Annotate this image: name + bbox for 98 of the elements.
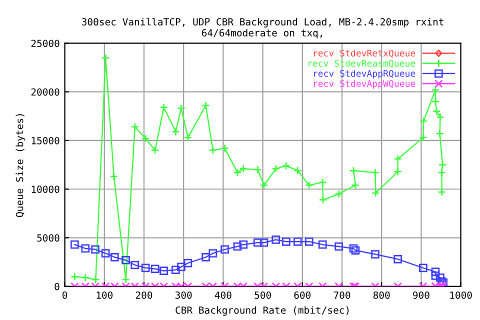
x-tick-label: 200 (136, 291, 152, 299)
point (110, 172, 118, 181)
point (394, 154, 402, 164)
point (253, 238, 262, 247)
chart-title: 300sec VanillaTCP, UDP CBR Background Load, MB-2.4.20smp rxint 64/64moderate on txq, (82, 18, 444, 38)
y-tick-label: 5000 (37, 234, 60, 242)
point (394, 167, 402, 176)
point (208, 249, 218, 258)
point (334, 242, 343, 251)
legend-label: recv StdevReasmQueue (308, 60, 416, 68)
point (91, 245, 100, 254)
point (351, 246, 360, 255)
y-tick-label: 0 (54, 282, 60, 290)
point (304, 237, 314, 246)
y-axis-title: Queue Size (bytes) (16, 114, 26, 217)
point (160, 266, 168, 275)
x-tick-label: 800 (373, 291, 390, 299)
point (260, 181, 268, 190)
point (141, 264, 150, 272)
x-tick-label: 100 (96, 291, 113, 299)
point (419, 133, 428, 142)
point (220, 144, 229, 152)
point (438, 160, 447, 169)
point (431, 268, 440, 276)
point (304, 181, 314, 190)
point (81, 273, 90, 282)
point (432, 107, 441, 116)
y-tick-label: 20000 (31, 88, 60, 96)
point (208, 146, 218, 154)
point (70, 240, 79, 249)
y-tick-label: 15000 (32, 136, 60, 144)
point (239, 240, 248, 249)
point (253, 165, 262, 174)
x-tick-label: 700 (334, 291, 350, 299)
x-tick-label: 900 (413, 291, 430, 299)
point (184, 133, 192, 142)
point (233, 242, 242, 251)
point (371, 188, 380, 198)
x-tick-label: 300 (175, 291, 192, 299)
point (172, 266, 180, 274)
point (202, 253, 210, 262)
legend-label: recv StdevAppWQueue (314, 80, 416, 89)
point (394, 254, 402, 264)
point (81, 244, 90, 253)
point (436, 112, 444, 122)
point (92, 275, 100, 284)
point (260, 238, 268, 247)
point (177, 262, 186, 272)
point (172, 128, 180, 136)
x-tick-label: 500 (254, 291, 271, 299)
point (436, 130, 444, 138)
point (438, 188, 446, 196)
point (101, 54, 110, 62)
point (184, 258, 192, 268)
point (141, 134, 150, 143)
point (351, 181, 360, 190)
x-tick-label: 0 (62, 291, 68, 299)
point (349, 244, 358, 253)
point (334, 190, 343, 198)
point (371, 250, 380, 258)
point (293, 166, 302, 175)
point (419, 116, 428, 126)
point (130, 122, 140, 132)
point (282, 237, 290, 246)
x-tick-label: 400 (214, 291, 232, 299)
point (431, 86, 440, 94)
x-tick-label: 600 (294, 291, 311, 299)
point (318, 178, 327, 186)
point (160, 103, 168, 112)
point (150, 146, 160, 154)
point (318, 196, 328, 204)
y-tick-label: 25000 (31, 40, 60, 48)
point (272, 236, 280, 244)
point (202, 101, 210, 110)
x-axis-title: CBR Background Rate (mbit/sec) (176, 306, 349, 316)
point (272, 164, 280, 173)
point (371, 168, 380, 177)
point (101, 249, 110, 258)
point (349, 166, 358, 175)
point (150, 264, 160, 274)
point (110, 253, 119, 262)
point (419, 264, 428, 272)
point (318, 240, 327, 249)
point (282, 162, 290, 170)
x-tick-label: 1000 (450, 291, 472, 299)
point (431, 272, 440, 280)
legend-label: recv StdevRetxQueue (314, 50, 416, 58)
point (122, 256, 130, 264)
point (177, 104, 186, 113)
y-tick-label: 10000 (32, 186, 60, 193)
point (438, 168, 446, 177)
point (130, 260, 140, 270)
legend-label: recv StdevAppRQueue (314, 70, 416, 79)
point (431, 97, 440, 106)
point (220, 245, 229, 254)
point (293, 237, 302, 246)
point (436, 273, 444, 282)
point (70, 272, 79, 281)
